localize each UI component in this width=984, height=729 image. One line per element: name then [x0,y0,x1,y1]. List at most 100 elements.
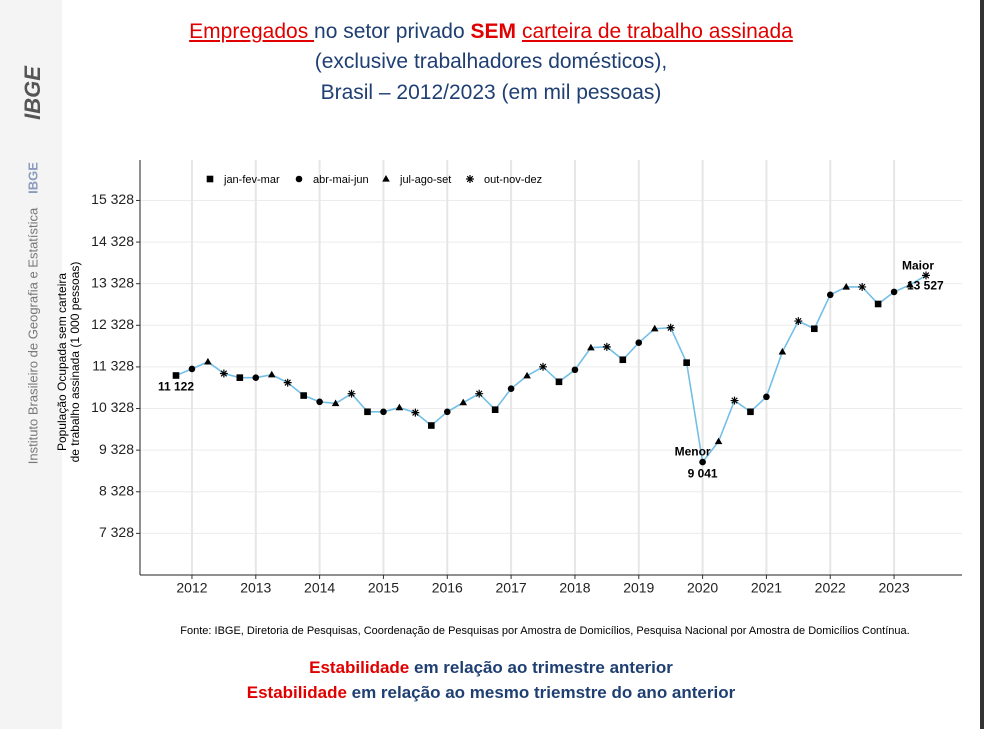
marker [906,280,914,288]
marker [491,406,499,413]
footer-highlight: Estabilidade [309,658,410,677]
marker [602,342,611,351]
marker [411,408,420,417]
sidebar-short: IBGE [25,162,40,194]
footer-line: Estabilidade em relação ao trimestre ant… [80,658,902,678]
marker [635,339,643,346]
y-tick-label: 11 328 [92,358,134,374]
marker [395,403,404,411]
marker [364,408,371,416]
marker [316,398,323,406]
marker [922,271,930,280]
y-tick-label: 8 328 [99,482,134,498]
marker [747,408,754,416]
marker [650,324,659,332]
y-axis-label: População Ocupada sem carteira [55,273,69,451]
x-tick-label: 2013 [240,580,271,596]
legend-label: jul-ago-set [399,174,451,186]
footer-text: em relação ao mesmo triemstre do ano ant… [351,683,736,702]
marker [300,392,307,399]
marker [571,366,579,374]
title-part: SEM [470,20,516,43]
marker [810,325,818,333]
marker [347,389,356,398]
marker [763,393,770,401]
sidebar-institute: Instituto Brasileiro de Geografia e Esta… [25,207,40,464]
marker [267,370,276,378]
legend-label: abr-mai-jun [313,174,369,186]
edge [980,0,984,729]
marker [475,389,484,398]
marker [283,378,292,387]
legend-label: out-nov-dez [484,174,542,186]
title-part: no setor privado [314,20,471,43]
x-tick-label: 2016 [432,580,463,596]
x-tick-label: 2021 [751,580,782,596]
legend-marker [382,175,390,182]
y-tick-label: 10 328 [91,399,134,415]
marker [236,374,244,381]
title-line: Empregados no setor privado SEM carteira … [80,20,902,44]
marker [699,458,706,466]
legend-marker [206,175,214,183]
marker [842,282,851,290]
marker [683,359,690,366]
x-tick-label: 2017 [496,580,527,596]
marker [507,385,515,392]
marker [826,291,834,299]
value-label: 11 122 [158,380,194,394]
x-tick-label: 2018 [559,580,590,596]
marker [443,408,451,416]
subtitle: (exclusive trabalhadores domésticos), [314,50,668,73]
footer-line: Estabilidade em relação ao mesmo triemst… [80,683,902,703]
x-tick-label: 2023 [879,580,910,596]
marker [890,288,898,296]
marker [555,378,563,386]
y-tick-label: 14 328 [91,233,134,249]
value-label: 9 041 [688,466,718,480]
min-annotation: Menor [675,444,711,458]
marker [778,347,787,355]
y-tick-label: 15 328 [91,191,134,207]
marker [714,437,723,445]
marker [459,398,468,406]
sidebar [0,0,62,729]
x-tick-label: 2022 [815,580,846,596]
legend-marker [295,175,303,183]
marker [219,369,228,378]
max-annotation: Maior [902,259,934,273]
marker [188,365,196,373]
marker [587,343,595,351]
footer-highlight: Estabilidade [246,683,347,702]
marker [730,396,739,405]
marker [252,374,260,381]
subtitle: Brasil – 2012/2023 (em mil pessoas) [320,81,662,104]
y-tick-label: 7 328 [99,524,134,540]
logo: IBGE [20,65,45,120]
marker [428,422,435,429]
x-tick-label: 2014 [304,580,335,596]
marker [794,317,803,326]
x-tick-label: 2015 [368,580,399,596]
marker [380,408,387,416]
y-tick-label: 13 328 [91,274,134,290]
marker [666,323,675,332]
marker [619,356,627,364]
marker [874,300,882,308]
marker [858,282,867,291]
y-axis-label: de trabalho assinada (1 000 pessoas) [68,262,82,463]
x-tick-label: 2019 [623,580,654,596]
source: Fonte: IBGE, Diretoria de Pesquisas, Coo… [180,625,909,637]
marker [331,399,340,407]
marker [523,371,531,379]
x-tick-label: 2012 [176,580,207,596]
y-tick-label: 9 328 [99,441,134,457]
x-tick-label: 2020 [687,580,718,596]
legend-label: jan-fev-mar [223,174,280,186]
footer-text: em relação ao trimestre anterior [413,658,673,677]
y-tick-label: 12 328 [91,316,134,332]
title-part: carteira de trabalho assinada [522,20,793,43]
chart-panel [70,155,970,645]
